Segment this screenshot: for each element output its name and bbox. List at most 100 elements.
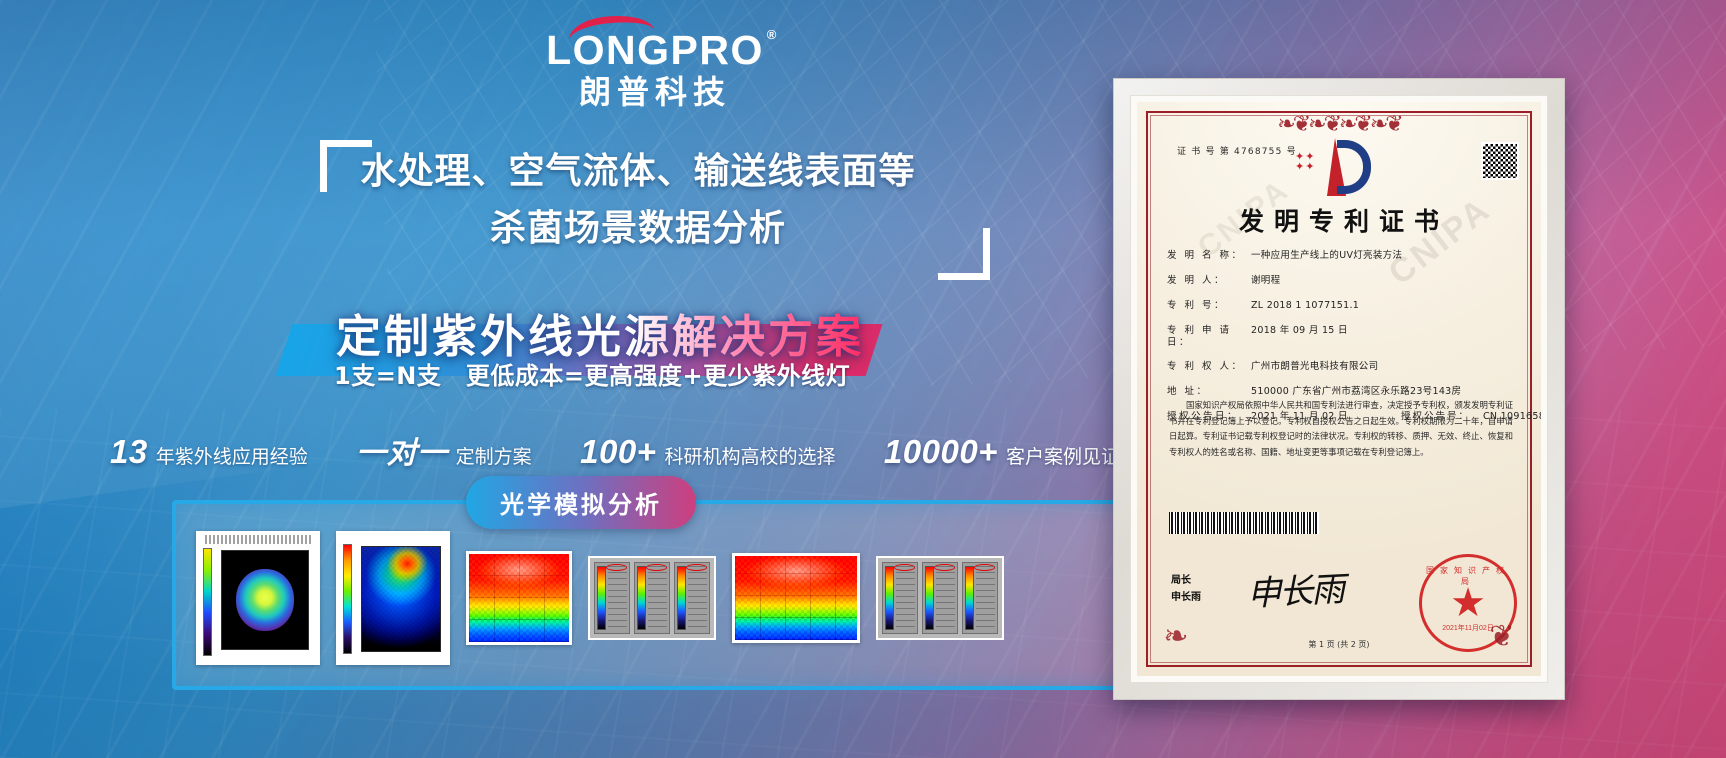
ornament-top-icon: ❧❦❧❦❧❦❧❦: [1277, 111, 1403, 136]
sim-plot-title-bar: [205, 535, 313, 544]
stat-number: 13: [110, 433, 148, 470]
sim-legend-triple-2[interactable]: [876, 556, 1004, 640]
legend-ticks: [896, 566, 915, 630]
legend-column: [634, 562, 670, 634]
stat-number: 10000+: [883, 433, 998, 470]
brand-logo-chinese: 朗普科技: [578, 73, 731, 111]
main-subtitle: 1支=N支 更低成本=更高强度+更少紫外线灯: [334, 362, 851, 390]
field-key: 发 明 名 称：: [1167, 250, 1244, 261]
certificate-page-note: 第 1 页 (共 2 页): [1308, 640, 1370, 649]
stat-item-0: 13 年紫外线应用经验: [110, 433, 308, 471]
legend-colorbar: [677, 566, 686, 630]
signer-name: 申长雨: [1171, 592, 1201, 603]
certificate-mat: CNIPA CNIPA ❧❦❧❦❧❦❧❦ 证 书 号 第 4768755 号 ✦…: [1130, 95, 1548, 683]
optical-simulation-panel: 光学模拟分析: [172, 476, 1272, 690]
legend-colorbar: [965, 566, 974, 630]
sim-strip-heatmap-1[interactable]: [466, 551, 572, 645]
field-key: 专 利 权 人：: [1167, 361, 1244, 373]
emblem-p-shape: [1337, 140, 1371, 194]
cnipa-emblem-icon: ✦✦ ✦✦: [1293, 138, 1385, 196]
sim-plot-area: [361, 546, 441, 652]
legend-column: [594, 562, 630, 634]
ornament-bottom-right-icon: ❦: [1489, 620, 1515, 653]
grant-date-value: 2021 年 11 月 02 日: [1251, 411, 1348, 423]
legend-column: [922, 562, 958, 634]
stat-label: 科研机构高校的选择: [664, 446, 836, 468]
certificate-number: 证 书 号 第 4768755 号: [1177, 147, 1297, 157]
field-value: 广州市朗普光电科技有限公司: [1251, 361, 1379, 373]
stat-number: 100+: [580, 433, 657, 470]
patent-certificate-frame[interactable]: CNIPA CNIPA ❧❦❧❦❧❦❧❦ 证 书 号 第 4768755 号 ✦…: [1113, 78, 1565, 700]
field-value: 510000 广东省广州市荔湾区永乐路23号143房: [1251, 386, 1462, 398]
sim-plot-area: [221, 550, 309, 650]
sim-intensity-blob: [236, 569, 294, 631]
signer-title: 局长: [1171, 575, 1191, 586]
field-value: 一种应用生产线上的UV灯亮装方法: [1251, 250, 1403, 261]
legend-column: [882, 562, 918, 634]
certificate-field-row: 专 利 号： ZL 2018 1 1077151.1: [1167, 300, 1515, 312]
legend-colorbar: [885, 566, 894, 630]
sim-plot-area: [735, 556, 857, 640]
ornament-bottom-left-icon: ❧: [1163, 620, 1189, 653]
legend-ticks: [688, 566, 707, 630]
seal-date: 2021年11月02日: [1442, 625, 1494, 632]
certificate-signer: 局长 申长雨: [1171, 572, 1201, 606]
bracket-bottom-right-icon: [938, 228, 990, 281]
certificate-field-row: 地 址： 510000 广东省广州市荔湾区永乐路23号143房: [1167, 386, 1515, 398]
headline-line-2: 杀菌场景数据分析: [489, 208, 786, 250]
stat-item-2: 100+ 科研机构高校的选择: [580, 433, 835, 471]
grant-no-key: 授权公告号：: [1401, 411, 1471, 423]
field-value: 2018 年 09 月 15 日: [1251, 324, 1348, 336]
stat-item-1: 一对一 定制方案: [356, 428, 532, 472]
legend-ticks: [648, 566, 667, 630]
sim-scatter-heatmap[interactable]: [336, 531, 450, 665]
certificate-fields: 发 明 名 称： 一种应用生产线上的UV灯亮装方法 发 明 人： 谢明程 专 利…: [1167, 250, 1541, 436]
national-emblem-icon: ★: [1450, 581, 1486, 625]
official-seal-icon: 国家知识产权局 ★ 2021年11月02日: [1419, 554, 1517, 652]
legend-ticks: [608, 566, 627, 630]
stars-icon: ✦✦ ✦✦: [1295, 151, 1316, 173]
legend-colorbar: [925, 566, 934, 630]
field-value: ZL 2018 1 1077151.1: [1251, 299, 1360, 311]
certificate-watermark: CNIPA: [1191, 172, 1296, 265]
bracket-top-left-icon: [320, 140, 386, 206]
certificate-field-row: 发 明 名 称： 一种应用生产线上的UV灯亮装方法: [1167, 250, 1515, 262]
stats-row: 13 年紫外线应用经验 一对一 定制方案 100+ 科研机构高校的选择 1000…: [110, 428, 1120, 472]
legend-colorbar: [637, 566, 646, 630]
qr-code-icon: [1481, 142, 1519, 180]
certificate-body-paragraph: 国家知识产权局依照中华人民共和国专利法进行审查，决定授予专利权，颁发发明专利证书…: [1169, 400, 1513, 457]
registered-trademark-icon: ®: [766, 27, 778, 42]
sim-strip-heatmap-2[interactable]: [732, 553, 860, 643]
headline-block: 水处理、空气流体、输送线表面等 杀菌场景数据分析: [320, 140, 990, 281]
emblem-sail-shape: [1327, 138, 1346, 196]
main-title-block: 定制紫外线光源解决方案 1支=N支 更低成本=更高强度+更少紫外线灯: [275, 300, 990, 390]
grant-no-value: CN 109165870 B: [1483, 411, 1541, 423]
field-key: 专 利 号：: [1167, 299, 1227, 311]
brand-logo[interactable]: LONGPRO ® 朗普科技: [530, 10, 780, 111]
brand-logo-text: LONGPRO: [546, 27, 764, 73]
handwritten-signature: 申长雨: [1246, 569, 1345, 615]
legend-column: [674, 562, 710, 634]
headline-line-1: 水处理、空气流体、输送线表面等: [360, 151, 916, 192]
legend-ticks: [936, 566, 955, 630]
stat-label: 年紫外线应用经验: [155, 446, 308, 468]
field-key: 发 明 人：: [1167, 274, 1227, 286]
sim-irradiance-contour[interactable]: [196, 531, 320, 665]
stat-label: 客户案例见证: [1005, 446, 1120, 468]
sim-legend-triple-1[interactable]: [588, 556, 716, 640]
field-key: 专 利 申 请 日：: [1167, 324, 1232, 348]
optical-simulation-badge: 光学模拟分析: [466, 476, 696, 529]
field-value: 谢明程: [1251, 274, 1281, 286]
seal-text: 国家知识产权局: [1426, 566, 1510, 586]
sim-plot-area: [469, 554, 569, 642]
certificate-watermark: CNIPA: [1381, 189, 1498, 293]
certificate-field-row: 专 利 权 人： 广州市朗普光电科技有限公司: [1167, 361, 1515, 373]
legend-colorbar: [597, 566, 606, 630]
stat-label: 定制方案: [455, 446, 532, 468]
brand-logo-wordmark: LONGPRO ®: [546, 10, 776, 73]
grant-date-key: 授权公告日：: [1167, 411, 1240, 423]
optical-thumbnail-strip: [188, 522, 1256, 674]
certificate-body-text: 国家知识产权局依照中华人民共和国专利法进行审查，决定授予专利权，颁发发明专利证书…: [1169, 398, 1513, 460]
barcode-icon: [1169, 512, 1319, 534]
